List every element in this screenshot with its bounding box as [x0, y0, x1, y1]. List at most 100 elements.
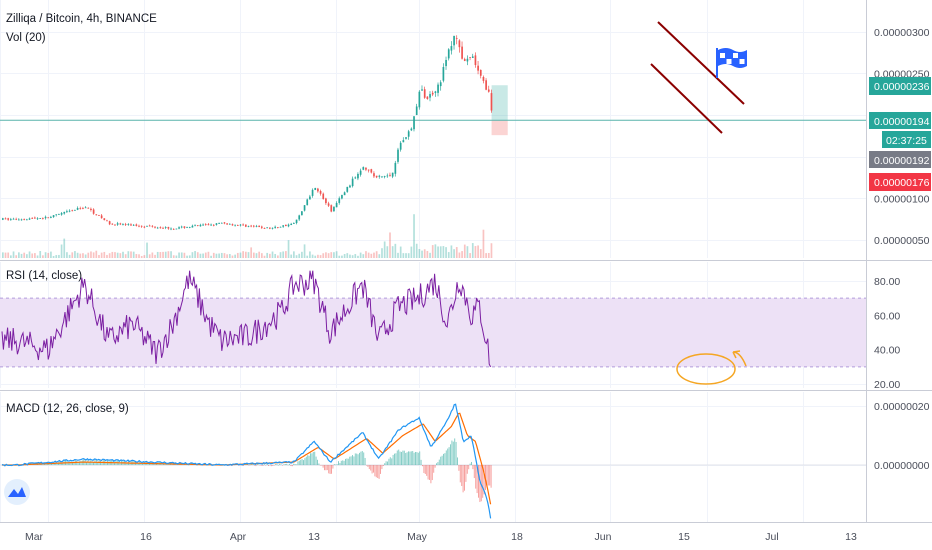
candle-body: [135, 224, 138, 226]
time-axis-label: Apr: [230, 531, 247, 543]
time-axis-label: 15: [678, 531, 690, 543]
rsi-highlight-arrow[interactable]: [732, 350, 747, 367]
candle-body: [23, 218, 26, 220]
macd-histogram-bar: [373, 465, 374, 473]
macd-histogram-bar: [438, 459, 440, 465]
rsi-highlight-circle[interactable]: [676, 353, 736, 385]
macd-histogram-bar: [91, 461, 93, 465]
candle-body: [71, 210, 74, 212]
volume-bar: [391, 246, 394, 258]
macd-scale[interactable]: 0.00000020 0.00000000: [874, 401, 930, 472]
macd-histogram-bar: [304, 458, 306, 465]
candle-body: [367, 169, 370, 171]
candle-body: [204, 224, 207, 226]
volume-bar: [223, 253, 226, 258]
macd-histogram-bar: [429, 465, 430, 480]
macd-histogram-bar: [420, 459, 422, 465]
candle-body: [42, 218, 44, 219]
volume-bar: [399, 246, 402, 258]
volume-bar: [330, 252, 333, 258]
macd-histogram-bar: [347, 458, 349, 465]
macd-histogram-bar: [188, 464, 190, 466]
macd-histogram-bar: [238, 465, 240, 466]
macd-histogram-bar: [53, 463, 55, 465]
candle-body: [255, 225, 258, 227]
tradingview-logo-icon[interactable]: [4, 479, 30, 505]
candle-body: [20, 219, 23, 221]
macd-histogram-bar: [125, 462, 127, 465]
macd-histogram-bar: [284, 463, 286, 465]
candle-body: [234, 224, 236, 226]
long-position-stop-zone[interactable]: [491, 120, 508, 136]
candle-body: [122, 224, 124, 225]
candle-body: [92, 209, 95, 214]
volume-bar: [154, 254, 156, 258]
volume-bar: [413, 214, 415, 258]
volume-bar: [303, 244, 306, 258]
volume-bar: [140, 255, 143, 258]
macd-histogram-bar: [258, 464, 260, 465]
macd-histogram-bar: [273, 465, 275, 466]
rsi-scale-label: 60.00: [874, 310, 900, 322]
candle-body: [330, 205, 333, 212]
price-pane[interactable]: [0, 21, 866, 258]
volume-bar: [180, 252, 183, 258]
candle-body: [183, 226, 186, 228]
rsi-pane[interactable]: [0, 270, 866, 385]
long-position-target-zone[interactable]: [491, 85, 508, 121]
candle-body: [431, 92, 434, 95]
macd-histogram-bar: [364, 457, 366, 465]
macd-histogram-bar: [356, 453, 358, 465]
channel-upper-line[interactable]: [657, 21, 745, 105]
macd-histogram-bar: [416, 452, 418, 465]
volume-bar: [346, 253, 349, 258]
macd-histogram-bar: [80, 460, 82, 465]
time-axis[interactable]: Mar 16 Apr 13 May 18 Jun 15 Jul 13: [25, 531, 857, 543]
candle-body: [333, 206, 335, 212]
volume-bar: [279, 252, 282, 258]
volume-bar: [143, 255, 146, 258]
macd-histogram-bar: [56, 463, 58, 465]
candle-body: [461, 46, 463, 59]
candle-body: [317, 188, 319, 192]
candle-body: [111, 223, 114, 225]
volume-bar: [191, 252, 194, 258]
candle-body: [154, 226, 156, 228]
macd-histogram-bar: [242, 465, 244, 466]
macd-histogram-bar: [385, 461, 387, 465]
volume-bar: [343, 254, 346, 258]
candle-body: [266, 227, 269, 229]
volume-bar: [210, 255, 212, 258]
channel-lower-line[interactable]: [650, 63, 723, 134]
candle-body: [186, 227, 188, 229]
volume-bar: [148, 254, 151, 258]
candle-body: [269, 227, 271, 229]
macd-histogram-bar: [73, 461, 75, 465]
macd-histogram-bar: [336, 464, 338, 465]
price-tag-stop-text: 0.00000176: [874, 177, 930, 189]
macd-histogram-bar: [300, 459, 302, 465]
macd-histogram-bar: [331, 465, 332, 474]
volume-bar: [39, 251, 42, 258]
macd-histogram-bar: [291, 465, 293, 467]
macd-histogram-bar: [62, 462, 64, 465]
candle-body: [258, 225, 261, 228]
candle-body: [365, 167, 367, 170]
volume-bar: [426, 250, 429, 258]
volume-bar: [455, 247, 458, 258]
candle-body: [394, 162, 397, 174]
candle-body: [196, 225, 199, 227]
macd-histogram-bar: [387, 461, 388, 465]
candle-body: [469, 57, 471, 58]
volume-bar: [247, 252, 250, 258]
candle-body: [285, 224, 287, 227]
macd-histogram-bar: [136, 463, 138, 465]
candle-body: [100, 215, 103, 219]
rsi-scale[interactable]: 80.00 60.00 40.00 20.00: [874, 276, 900, 391]
volume-bar: [2, 252, 4, 258]
candle-body: [191, 225, 194, 228]
candle-body: [450, 46, 453, 51]
macd-histogram-bar: [405, 452, 407, 465]
macd-pane[interactable]: [0, 403, 866, 519]
